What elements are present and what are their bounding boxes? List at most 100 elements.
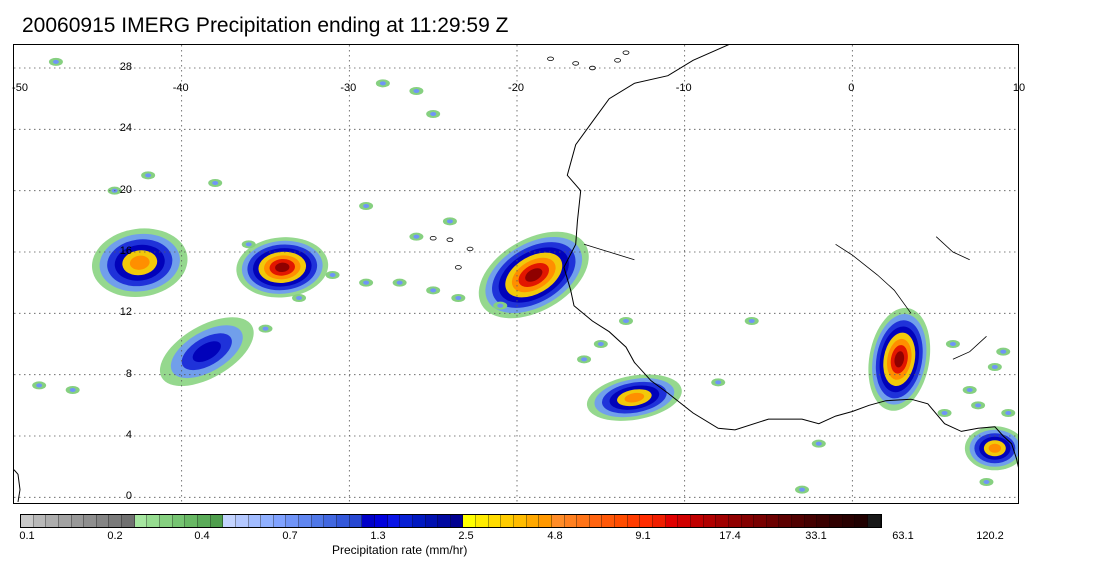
colorbar-swatch <box>58 515 72 527</box>
west-scattered-band <box>159 317 254 387</box>
west-african-coast-system <box>478 231 589 319</box>
colorbar-swatch <box>33 515 47 527</box>
colorbar-swatch <box>526 515 540 527</box>
precipitation-colorbar <box>20 514 882 528</box>
precipitation-layer <box>32 57 1018 494</box>
colorbar-swatch <box>513 515 527 527</box>
colorbar-swatch <box>185 515 198 527</box>
colorbar-swatch <box>248 515 262 527</box>
colorbar-swatch <box>640 515 654 527</box>
precip-speck-core-5 <box>329 273 336 277</box>
colorbar-swatch <box>210 515 224 527</box>
colorbar-swatch <box>551 515 565 527</box>
colorbar-tick-label: 0.2 <box>107 530 123 542</box>
colorbar-swatch <box>324 515 338 527</box>
island-3 <box>614 58 621 63</box>
colorbar-swatch <box>21 515 34 527</box>
colorbar-swatch <box>615 515 628 527</box>
precip-speck-core-15 <box>413 234 420 239</box>
colorbar-tick-label: 17.4 <box>719 530 741 542</box>
precip-speck-core-16 <box>363 204 370 208</box>
nigeria-system <box>868 307 931 411</box>
precip-speck-core-14 <box>446 219 453 224</box>
gridlines <box>14 45 1018 503</box>
colorbar-swatch <box>564 515 578 527</box>
colorbar-swatch <box>172 515 186 527</box>
lon-tick-label: -20 <box>508 82 524 94</box>
colorbar-tick-label: 120.2 <box>976 530 1004 542</box>
precip-speck-core-17 <box>581 357 588 362</box>
precip-speck-core-26 <box>941 411 948 415</box>
colorbar-swatch <box>488 515 502 527</box>
central-west-system <box>236 237 329 298</box>
precip-speck-core-21 <box>715 380 722 385</box>
precip-speck-core-24 <box>991 365 998 369</box>
precip-speck-core-29 <box>1000 349 1007 354</box>
colorbar-swatch <box>463 515 477 527</box>
colorbar-tick-label: 33.1 <box>805 530 827 542</box>
island-4 <box>622 50 630 55</box>
inland-water-3 <box>952 336 987 360</box>
colorbar-swatch <box>665 515 679 527</box>
colorbar-swatch <box>716 515 729 527</box>
colorbar-swatch <box>122 515 135 527</box>
colorbar-swatch <box>804 515 818 527</box>
precip-speck-core-35 <box>262 326 269 331</box>
colorbar-tick-label: 2.5 <box>458 530 474 542</box>
precip-speck-core-19 <box>622 319 629 323</box>
island-8 <box>466 246 474 252</box>
colorbar-swatch <box>311 515 325 527</box>
colorbar-swatch <box>539 515 552 527</box>
colorbar-swatch <box>71 515 85 527</box>
colorbar-swatch <box>374 515 388 527</box>
precip-speck-core-12 <box>413 89 420 93</box>
colorbar-tick-label: 0.1 <box>19 530 35 542</box>
lat-tick-label: 12 <box>119 306 132 319</box>
precip-speck-core-8 <box>430 288 437 293</box>
colorbar-swatch <box>678 515 691 527</box>
map-canvas <box>14 45 1018 503</box>
colorbar-swatch <box>690 515 704 527</box>
map-title: 20060915 IMERG Precipitation ending at 1… <box>22 14 509 37</box>
colorbar-swatch <box>653 515 666 527</box>
lat-tick-label: 0 <box>125 490 132 503</box>
colorbar-swatch <box>96 515 110 527</box>
colorbar-swatch <box>602 515 616 527</box>
precip-speck-core-32 <box>36 383 43 388</box>
precip-speck-core-7 <box>396 280 403 285</box>
precip-speck-core-13 <box>379 81 386 86</box>
colorbar-swatch <box>273 515 287 527</box>
precip-speck-core-11 <box>430 112 437 116</box>
colorbar-swatch <box>197 515 211 527</box>
coastline <box>563 45 1018 468</box>
precip-speck-core-3 <box>212 181 219 185</box>
colorbar-swatch <box>728 515 742 527</box>
colorbar-swatch <box>792 515 805 527</box>
colorbar-swatch <box>412 515 426 527</box>
colorbar-swatch <box>703 515 717 527</box>
colorbar-swatch <box>46 515 59 527</box>
colorbar-swatch <box>855 515 868 527</box>
precipitation-map <box>13 44 1019 504</box>
lon-tick-label: -50 <box>12 82 28 94</box>
precip-speck-core-4 <box>245 242 252 247</box>
lat-tick-label: 8 <box>125 367 132 380</box>
northwest-swirl-system <box>91 228 188 298</box>
colorbar-swatch <box>84 515 97 527</box>
precip-speck-core-23 <box>966 388 973 392</box>
colorbar-swatch <box>286 515 300 527</box>
northwest-swirl-system-band-5 <box>129 255 150 270</box>
colorbar-tick-label: 4.8 <box>547 530 563 542</box>
colorbar-tick-label: 9.1 <box>635 530 651 542</box>
colorbar-swatch <box>817 515 830 527</box>
lat-tick-label: 20 <box>119 183 132 196</box>
colorbar-swatch <box>299 515 312 527</box>
colorbar-swatch <box>867 515 881 527</box>
island-0 <box>547 56 554 61</box>
precip-speck-core-0 <box>52 59 59 64</box>
precip-speck-core-34 <box>296 296 303 300</box>
lon-tick-label: -30 <box>340 82 357 94</box>
precip-speck-core-27 <box>815 441 822 446</box>
island-7 <box>429 235 437 241</box>
colorbar-swatch <box>147 515 161 527</box>
